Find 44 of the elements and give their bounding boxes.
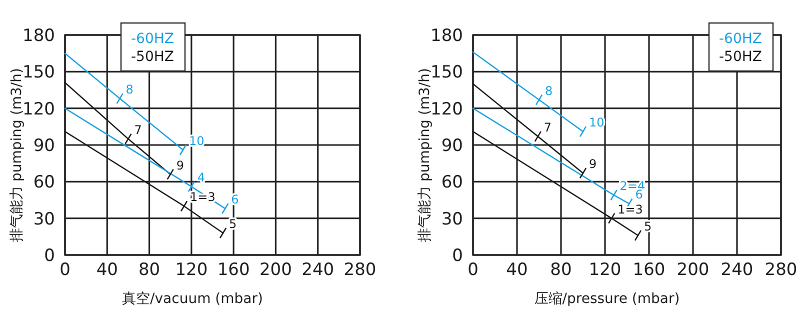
x-tick-label: 40	[506, 260, 528, 280]
y-tick-label: 120	[22, 99, 55, 120]
x-tick-label: 40	[96, 260, 118, 280]
legend: -60HZ -50HZ	[120, 22, 186, 72]
x-tick-label: 200	[676, 260, 710, 280]
y-axis-title: 排气能力 pumping (m3/h)	[9, 68, 25, 242]
x-axis-title: 真空/vacuum (mbar)	[122, 291, 263, 307]
x-tick-label: 160	[632, 260, 666, 280]
x-tick-label: 120	[588, 260, 622, 280]
y-tick-label: 0	[44, 246, 55, 266]
y-tick-label: 150	[430, 62, 463, 83]
y-tick-label: 60	[441, 172, 463, 193]
annotation: 10	[589, 116, 604, 130]
y-tick-label: 180	[430, 26, 463, 46]
x-tick-label: 80	[550, 260, 572, 280]
annotation: 9	[176, 158, 184, 172]
y-tick-label: 90	[441, 136, 463, 156]
annotation: 4	[197, 170, 206, 185]
y-tick-label: 150	[22, 62, 55, 83]
y-tick-label: 0	[452, 246, 463, 266]
x-tick-label: 240	[302, 260, 334, 280]
x-tick-label: 0	[60, 260, 70, 280]
legend: -60HZ -50HZ	[708, 22, 774, 72]
annotation: 8	[545, 84, 553, 98]
y-tick-label: 30	[441, 209, 463, 230]
annotation: 9	[589, 157, 597, 172]
annotation: 7	[134, 122, 142, 137]
x-tick-label: 240	[720, 260, 754, 280]
y-tick-label: 60	[33, 172, 55, 193]
y-tick-label: 180	[22, 26, 55, 46]
x-tick-label: 280	[764, 260, 798, 280]
y-tick-label: 90	[33, 136, 55, 156]
y-tick-label: 120	[430, 99, 463, 120]
y-tick-label: 30	[33, 209, 55, 230]
annotation: 8	[126, 82, 134, 97]
x-tick-label: 160	[217, 260, 250, 280]
x-tick-label: 200	[259, 260, 292, 280]
x-tick-label: 0	[468, 260, 478, 280]
x-tick-label: 120	[175, 260, 208, 280]
x-tick-label: 280	[344, 260, 376, 280]
x-tick-label: 80	[138, 260, 160, 280]
annotation: 7	[544, 120, 552, 134]
x-axis-title: 压缩/pressure (mbar)	[534, 291, 680, 307]
y-axis-title: 排气能力 pumping (m3/h)	[417, 68, 433, 242]
